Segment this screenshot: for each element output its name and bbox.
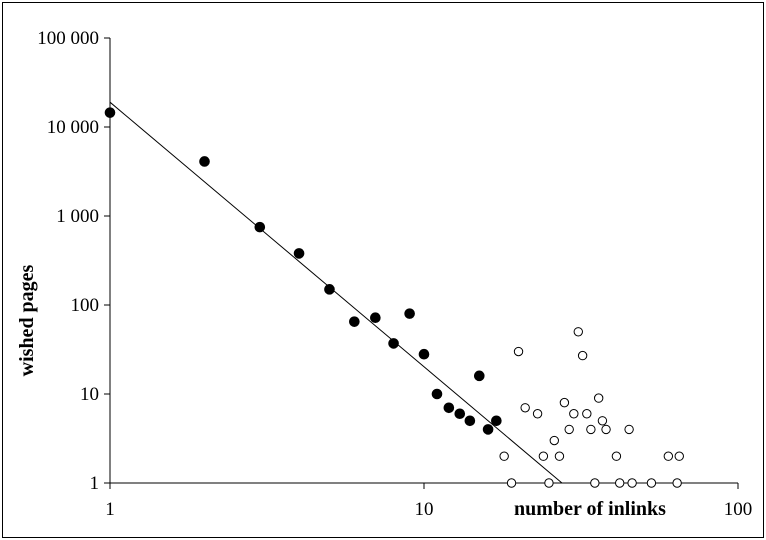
point-open xyxy=(559,397,570,408)
y-tick-label: 10 000 xyxy=(47,117,99,138)
point-filled xyxy=(324,284,335,295)
point-open xyxy=(663,451,674,461)
y-tick-label: 1 000 xyxy=(56,206,99,227)
point-open xyxy=(593,393,604,403)
point-open xyxy=(624,424,634,435)
point-open xyxy=(549,435,560,446)
point-filled xyxy=(482,424,494,435)
point-filled xyxy=(293,248,305,259)
y-tick-label: 10 xyxy=(80,384,99,405)
point-filled xyxy=(404,308,415,319)
point-open xyxy=(672,478,682,488)
point-open xyxy=(590,478,600,488)
data-points xyxy=(104,107,684,488)
point-open xyxy=(569,409,579,419)
point-filled xyxy=(464,415,476,427)
point-open xyxy=(538,451,549,461)
point-open xyxy=(627,478,637,488)
point-filled xyxy=(431,388,443,400)
axes xyxy=(104,37,739,489)
point-filled xyxy=(104,107,116,118)
point-open xyxy=(564,424,574,435)
point-filled xyxy=(491,415,502,427)
point-open xyxy=(577,350,588,361)
x-tick-label: 10 xyxy=(415,499,434,520)
point-open xyxy=(601,424,611,435)
point-filled xyxy=(473,370,485,382)
point-open xyxy=(506,478,517,488)
point-filled xyxy=(443,402,455,414)
point-open xyxy=(611,451,622,461)
point-open xyxy=(597,416,608,426)
point-filled xyxy=(454,408,466,420)
point-open xyxy=(573,327,583,337)
point-open xyxy=(544,478,554,488)
y-axis-title: wished pages xyxy=(16,264,38,376)
fit-line-group xyxy=(109,101,563,484)
point-open xyxy=(646,478,657,488)
point-open xyxy=(532,409,543,419)
point-open xyxy=(674,451,684,461)
point-open xyxy=(520,403,530,413)
y-tick-label: 100 xyxy=(71,295,100,316)
fit-line xyxy=(109,101,563,484)
x-axis-title: number of inlinks xyxy=(514,498,666,520)
point-open xyxy=(582,409,592,419)
point-filled xyxy=(254,221,266,233)
y-tick-label: 100 000 xyxy=(37,28,99,49)
point-open xyxy=(554,451,565,461)
point-filled xyxy=(388,338,399,349)
point-filled xyxy=(370,312,381,323)
labels: 1 10 100 1 10 100 1 000 10 000 100 000 number of … xyxy=(16,28,752,520)
point-open xyxy=(499,451,509,461)
point-filled xyxy=(199,156,210,167)
y-tick-label: 1 xyxy=(90,473,100,494)
x-tick-label: 100 xyxy=(724,499,753,520)
point-filled xyxy=(349,316,360,327)
x-tick-label: 1 xyxy=(105,499,115,520)
point-open xyxy=(513,346,524,357)
point-filled xyxy=(418,348,430,360)
point-open xyxy=(586,424,596,435)
point-open xyxy=(615,478,625,488)
